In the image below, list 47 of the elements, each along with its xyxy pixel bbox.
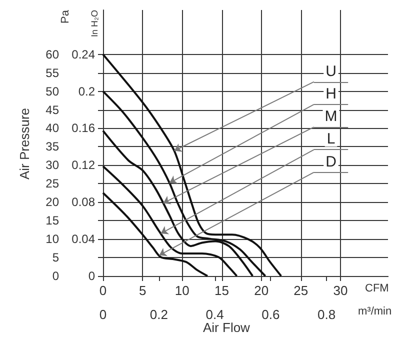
line-series (102, 192, 208, 277)
line-series (102, 165, 238, 277)
y-tick-label: 10 (46, 232, 60, 246)
y2-tick-label: 0 (88, 269, 96, 283)
x-tick-label: 10 (174, 283, 190, 298)
y-tick-label: 25 (46, 176, 60, 191)
y-tick-label: 15 (46, 214, 60, 228)
y2-tick-label: 0.04 (72, 232, 96, 246)
x2-axis-title: m³/min (358, 306, 392, 318)
annotation: D (326, 153, 337, 170)
x-axis-title: CFM (365, 282, 389, 294)
y2-axis-title: In H₂O (90, 10, 100, 37)
x2-tick-label: 0.8 (317, 307, 336, 322)
y2-tick-label: 0.08 (72, 195, 96, 210)
y-tick-label: 30 (46, 158, 60, 172)
y-tick-label: 55 (46, 66, 60, 80)
x-tick-label: 15 (214, 283, 229, 298)
y-axis-title: Pa (60, 9, 72, 24)
x-tick-label: 0 (99, 283, 107, 298)
y2-tick-label: 0.12 (72, 158, 96, 172)
y2-tick-label: 0.24 (72, 47, 96, 62)
line-series (102, 53, 282, 277)
x-tick-label: 25 (294, 283, 308, 298)
x-tick-label: 20 (254, 283, 269, 298)
text: Air Flow (203, 320, 251, 335)
y-tick-label: 60 (46, 47, 60, 62)
x-tick-label: 30 (333, 283, 348, 298)
annotation: M (324, 108, 338, 126)
y-tick-label: 20 (46, 195, 60, 210)
x2-tick-label: 0.4 (206, 307, 224, 322)
annotation: H (326, 85, 336, 102)
annotation: U (326, 62, 336, 80)
y-tick-label: 45 (46, 102, 60, 117)
y-tick-label: 40 (46, 121, 60, 136)
y2-tick-label: 0.16 (72, 121, 96, 136)
text: Air Pressure (17, 108, 32, 180)
x2-tick-label: 0 (99, 307, 107, 322)
y-tick-label: 50 (46, 84, 60, 98)
y-tick-label: 5 (52, 250, 60, 265)
y-tick-label: 0 (52, 269, 60, 283)
x2-tick-label: 0.6 (262, 307, 280, 322)
x2-tick-label: 0.2 (150, 307, 168, 322)
line-series (102, 90, 266, 277)
x-tick-label: 5 (138, 283, 146, 298)
y-tick-label: 35 (46, 140, 60, 154)
y2-tick-label: 0.2 (78, 84, 96, 98)
annotation: L (326, 130, 336, 148)
